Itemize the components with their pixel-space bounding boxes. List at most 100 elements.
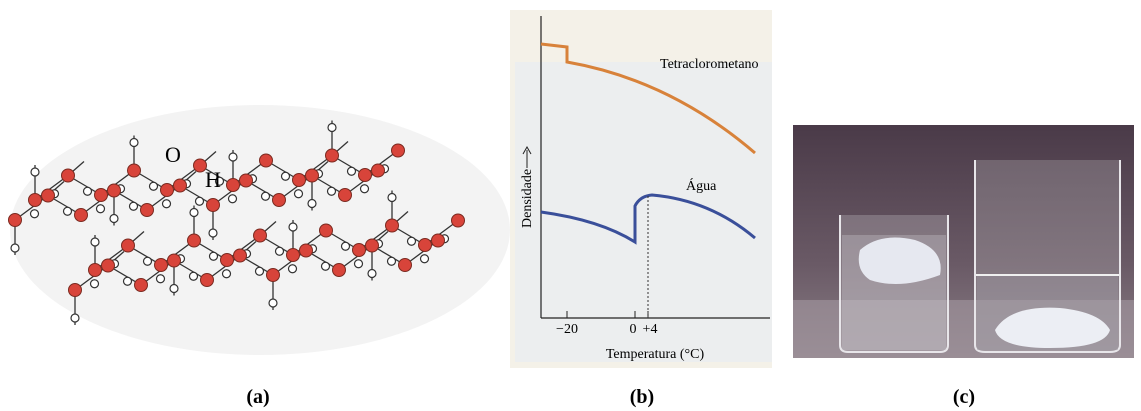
oxygen-atom: [61, 168, 75, 183]
caption: (b): [630, 386, 654, 408]
hydrogen-label: H: [205, 167, 221, 192]
oxygen-atom: [160, 183, 174, 197]
oxygen-atom: [121, 238, 135, 253]
oxygen-atom: [134, 278, 148, 292]
oxygen-atom: [286, 248, 300, 262]
hydrogen-atom: [386, 256, 397, 266]
oxygen-atom: [154, 258, 168, 272]
oxygen-atom: [74, 208, 88, 222]
oxygen-atom: [206, 198, 220, 212]
hydrogen-atom: [142, 256, 153, 266]
oxygen-atom: [41, 188, 55, 203]
oxygen-atom: [338, 188, 352, 202]
oxygen-atom: [187, 233, 201, 248]
water-curve: [540, 193, 756, 245]
hydrogen-atom: [161, 199, 172, 209]
hydrogen-atom: [340, 241, 351, 251]
ice-sunk: [995, 307, 1110, 348]
hydrogen-atom: [30, 167, 40, 177]
caption: (a): [246, 386, 269, 408]
oxygen-atom: [418, 238, 432, 252]
oxygen-atom: [305, 168, 319, 183]
oxygen-atom: [371, 163, 385, 178]
oxygen-atom: [8, 213, 22, 227]
hydrogen-atom: [326, 186, 337, 196]
hydrogen-atom: [346, 166, 357, 176]
oxygen-atom: [299, 243, 313, 258]
hydrogen-atom: [148, 181, 159, 191]
hydrogen-atom: [109, 213, 119, 224]
hydrogen-atom: [169, 283, 179, 294]
hydrogen-atom: [90, 237, 100, 247]
x-tick-label: +4: [643, 322, 658, 337]
hydrogen-atom: [387, 192, 397, 203]
oxygen-atom: [352, 243, 366, 257]
hydrogen-atom: [280, 171, 291, 181]
x-tick-label: 0: [630, 322, 637, 337]
hydrogen-atom: [288, 222, 298, 232]
hydrogen-atom: [189, 207, 199, 218]
oxygen-atom: [272, 193, 286, 207]
hydrogen-atom: [359, 184, 370, 194]
hydrogen-atom: [228, 152, 238, 162]
oxygen-atom: [451, 213, 465, 228]
hydrogen-atom: [367, 268, 377, 279]
curve-label: Água: [686, 177, 717, 194]
hydrogen-atom: [268, 298, 278, 308]
oxygen-atom: [107, 183, 121, 198]
hydrogen-atom: [208, 251, 219, 261]
hydrogen-atom: [221, 269, 232, 279]
oxygen-atom: [68, 283, 82, 297]
curve-label: Tetraclorometano: [660, 57, 759, 72]
hydrogen-atom: [287, 264, 298, 274]
paper-shade: [515, 62, 772, 362]
oxygen-atom: [332, 263, 346, 277]
x-tick-label: −20: [556, 322, 578, 337]
hydrogen-atom: [320, 261, 331, 271]
oxygen-atom: [319, 223, 333, 238]
hydrogen-atom: [70, 313, 80, 323]
hydrogen-atom: [274, 246, 285, 256]
oxygen-atom: [101, 258, 115, 273]
oxygen-atom: [167, 253, 181, 268]
oxygen-atom: [391, 143, 405, 158]
oxygen-atom: [193, 158, 207, 173]
hydrogen-atom: [29, 209, 40, 219]
ice-floating: [858, 237, 941, 284]
hydrogen-atom: [254, 266, 265, 276]
hydrogen-atom: [208, 228, 218, 238]
hydrogen-atom: [155, 274, 166, 284]
hydrogen-atom: [353, 259, 364, 269]
oxygen-atom: [28, 193, 42, 207]
hydrogen-atom: [95, 204, 106, 214]
oxygen-atom: [88, 263, 102, 277]
oxygen-atom: [325, 148, 339, 163]
hydrogen-atom: [327, 122, 337, 133]
hydrogen-atom: [89, 279, 100, 289]
large-beaker: [974, 160, 1121, 353]
x-axis-label: Temperatura (°C): [606, 347, 705, 362]
oxygen-atom: [140, 203, 154, 217]
hydrogen-atom: [260, 191, 271, 201]
oxygen-atom: [385, 218, 399, 233]
hydrogen-atom: [82, 186, 93, 196]
hydrogen-atom: [406, 236, 417, 246]
oxygen-atom: [253, 228, 267, 243]
oxygen-label: O: [165, 142, 181, 167]
oxygen-atom: [239, 173, 253, 188]
tetrachloromethane-curve: [540, 42, 756, 155]
oxygen-atom: [233, 248, 247, 263]
ice-lattice: [8, 105, 510, 355]
hydrogen-atom: [188, 271, 199, 281]
hydrogen-atom: [419, 254, 430, 264]
oxygen-atom: [398, 258, 412, 272]
caption: (c): [953, 386, 975, 408]
density-chart: [510, 10, 772, 368]
oxygen-atom: [226, 178, 240, 192]
hydrogen-atom: [307, 198, 317, 209]
photo: [793, 125, 1134, 358]
oxygen-atom: [266, 268, 280, 282]
hydrogen-atom: [227, 194, 238, 204]
oxygen-atom: [94, 188, 108, 202]
